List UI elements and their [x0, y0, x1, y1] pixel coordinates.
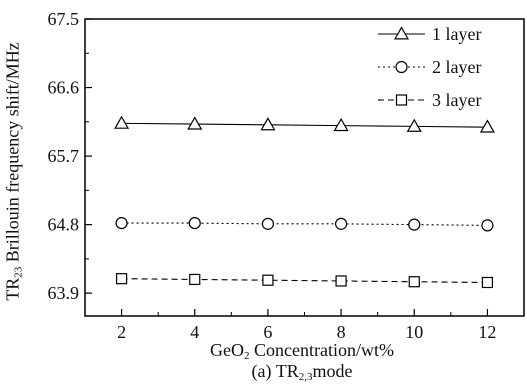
series-3-point: [481, 276, 494, 289]
x-tick-label: 6: [263, 322, 272, 342]
series-3-point: [262, 274, 274, 286]
legend-label-1: 1 layer: [432, 24, 481, 44]
series-3-point: [335, 275, 347, 287]
x-axis-label: GeO2 Concentration/wt%: [210, 340, 394, 362]
series-2-point: [115, 216, 128, 230]
y-tick-label: 66.6: [48, 78, 80, 98]
series-2-point: [481, 219, 494, 232]
x-tick-label: 2: [117, 322, 126, 342]
series-line-3: [121, 278, 488, 284]
legend-marker-1: [393, 26, 410, 40]
series-2-point: [188, 216, 201, 230]
legend-label-2: 2 layer: [432, 57, 481, 77]
series-line-1: [121, 122, 488, 128]
series-1-point: [406, 118, 422, 132]
legend-marker-2: [395, 60, 408, 74]
series-1-point: [260, 117, 276, 131]
x-tick-label: 10: [405, 322, 423, 342]
legend-label-3: 3 layer: [432, 90, 481, 110]
series-3-point: [408, 276, 420, 288]
series-3-point: [189, 273, 201, 286]
series-2-point: [408, 218, 421, 231]
figure-caption: (a) TR2,3mode: [251, 361, 353, 383]
y-axis-label: TR23 Brillouin frequency shift/MHz: [2, 41, 25, 301]
legend-marker-3: [395, 94, 408, 106]
series-2-point: [334, 217, 348, 230]
y-tick-label: 65.7: [48, 146, 80, 166]
series-1-point: [479, 119, 495, 133]
series-2-point: [261, 217, 275, 230]
y-tick-label: 63.9: [48, 283, 80, 303]
x-tick-label: 8: [337, 322, 346, 342]
series-1-point: [333, 117, 349, 132]
series-1-point: [114, 115, 130, 129]
y-tick-label: 67.5: [48, 9, 80, 29]
series-3-point: [115, 273, 128, 285]
x-tick-label: 12: [478, 322, 496, 342]
series-line-2: [121, 222, 488, 226]
y-tick-label: 64.8: [48, 215, 80, 235]
series-1-point: [187, 116, 203, 130]
x-tick-label: 4: [190, 322, 199, 342]
